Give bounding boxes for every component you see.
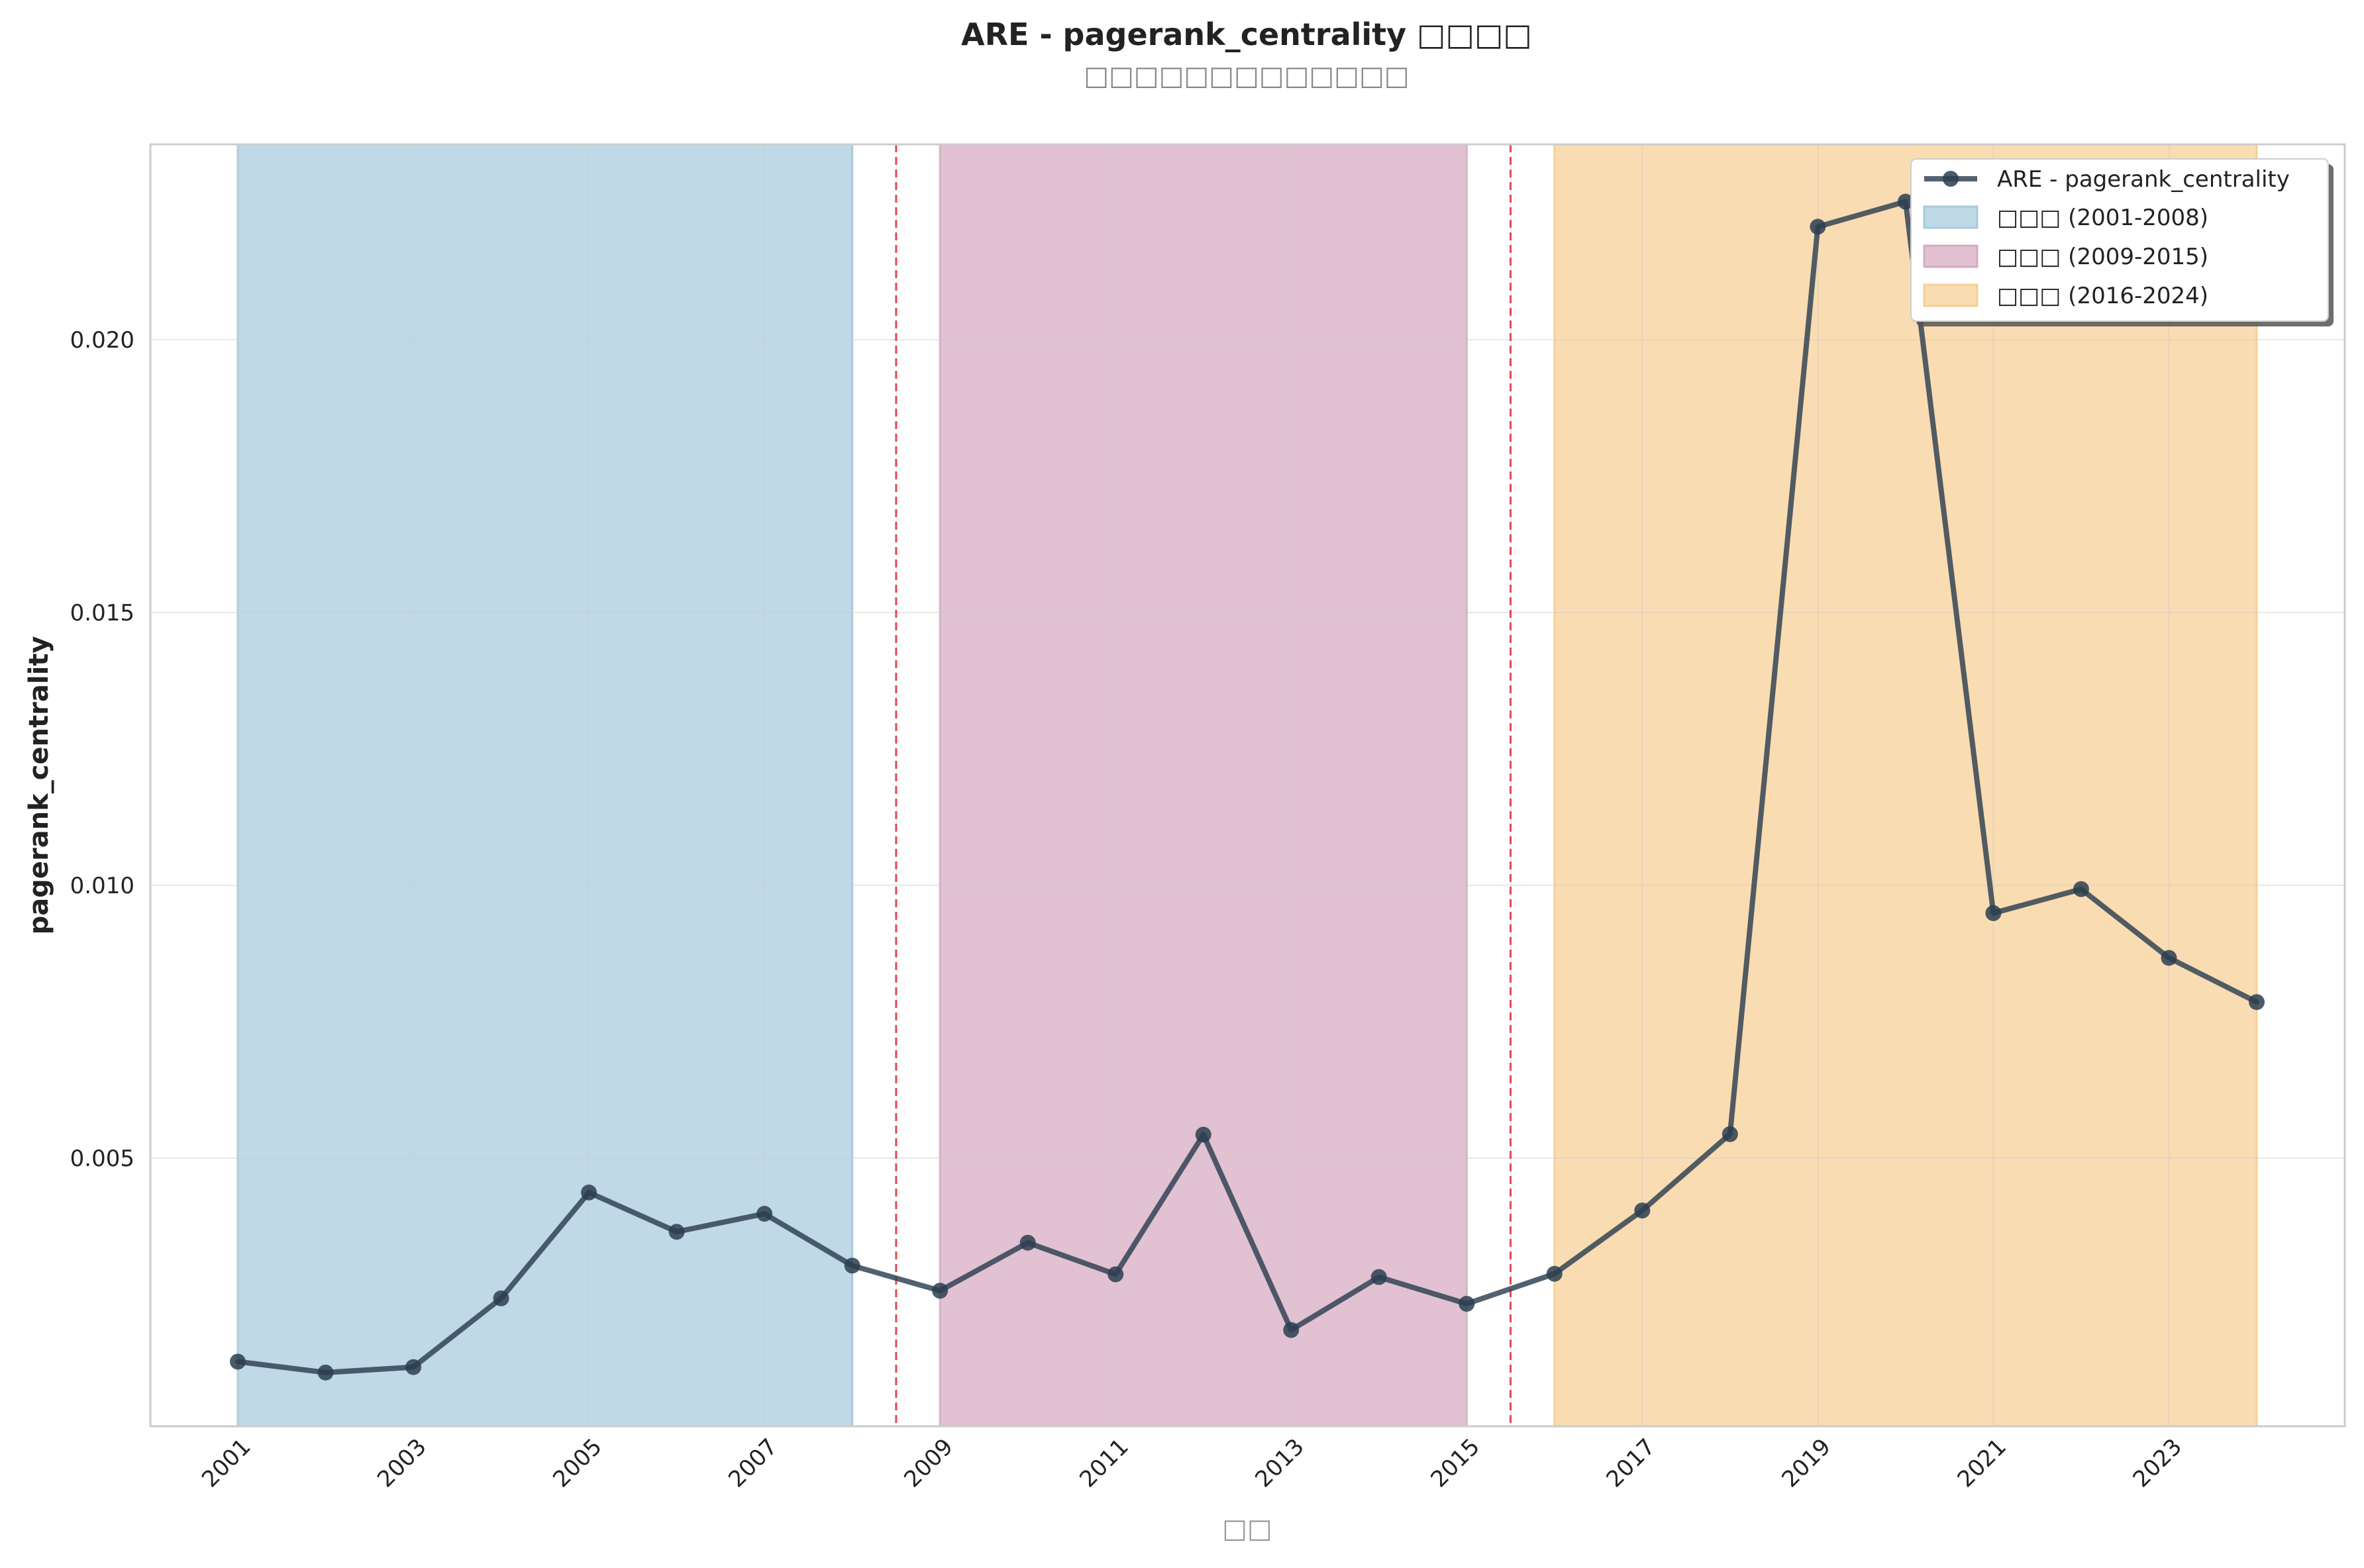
legend: ARE - pagerank_centrality □□□ (2001-2008)… [1910, 158, 2334, 326]
data-point [668, 1224, 685, 1240]
data-point [405, 1359, 422, 1375]
data-point [756, 1206, 773, 1222]
x-tick-label: 2019 [1776, 1434, 1835, 1493]
y-tick-label: 0.020 [70, 327, 134, 354]
x-tick-label: 2021 [1953, 1434, 2012, 1493]
data-point [581, 1184, 597, 1200]
data-point [2073, 881, 2089, 897]
data-point [1459, 1296, 1475, 1312]
legend-swatch-period-2 [1923, 244, 1979, 268]
y-tick-labels: 0.005 0.010 0.015 0.020 [70, 327, 134, 1172]
data-point [1985, 905, 2002, 922]
period-band-3 [1553, 143, 2258, 1428]
titles: ARE - pagerank_centrality □□□□ □□□□□□□□□… [961, 17, 1532, 91]
data-point [1370, 1269, 1387, 1285]
legend-swatch-period-3 [1923, 283, 1979, 307]
plot-frame [149, 143, 2346, 1428]
legend-label-period-2: □□□ (2009-2015) [1997, 244, 2208, 270]
data-point [2249, 994, 2265, 1010]
data-point [932, 1283, 949, 1299]
x-tick-labels: 2001 2003 2005 2007 2009 2011 2013 2015 2017 2019… [197, 1434, 2187, 1493]
data-point [1897, 193, 1914, 210]
x-tick-label: 2005 [548, 1434, 607, 1493]
legend-label-series: ARE - pagerank_centrality [1997, 166, 2290, 193]
chart-subtitle: □□□□□□□□□□□□□ [1084, 61, 1409, 91]
data-point [1195, 1126, 1211, 1143]
x-axis-label: □□ [1222, 1514, 1272, 1544]
period-band-1 [236, 143, 854, 1428]
x-tick-label: 2009 [899, 1434, 958, 1493]
period-band-2 [939, 143, 1468, 1428]
data-point [1107, 1266, 1124, 1283]
x-tick-label: 2001 [197, 1434, 256, 1493]
y-tick-label: 0.010 [70, 873, 134, 899]
data-point [844, 1257, 860, 1274]
chart-title: ARE - pagerank_centrality □□□□ [961, 17, 1532, 52]
x-tick-label: 2007 [723, 1434, 782, 1493]
data-point [1810, 219, 1826, 235]
grid [150, 144, 2345, 1426]
data-point [1283, 1322, 1300, 1338]
data-point [1722, 1126, 1738, 1142]
data-point [1546, 1265, 1563, 1282]
data-point [1019, 1234, 1036, 1251]
x-tick-label: 2015 [1425, 1434, 1484, 1493]
data-point [493, 1290, 509, 1306]
y-axis-label: pagerank_centrality [24, 636, 54, 935]
period-bands [236, 143, 2258, 1428]
data-point [317, 1364, 334, 1381]
x-tick-label: 2017 [1601, 1434, 1660, 1493]
x-tick-label: 2013 [1250, 1434, 1309, 1493]
legend-swatch-period-1 [1923, 205, 1979, 229]
data-point [230, 1353, 246, 1370]
y-tick-label: 0.015 [70, 600, 134, 626]
y-tick-label: 0.005 [70, 1146, 134, 1172]
legend-box [1910, 158, 2329, 322]
x-tick-label: 2003 [372, 1434, 431, 1493]
data-point [2161, 950, 2177, 966]
x-tick-label: 2011 [1074, 1434, 1133, 1493]
legend-label-period-1: □□□ (2001-2008) [1997, 205, 2208, 231]
legend-marker-swatch [1943, 171, 1959, 187]
data-point [1634, 1202, 1651, 1219]
x-tick-label: 2023 [2128, 1434, 2187, 1493]
legend-label-period-3: □□□ (2016-2024) [1997, 283, 2208, 309]
